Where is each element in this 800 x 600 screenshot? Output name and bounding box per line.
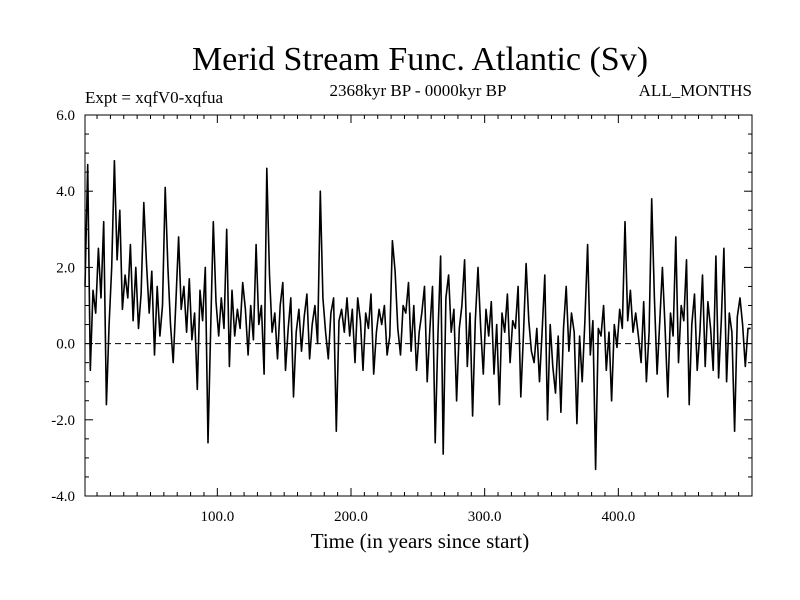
x-axis-label: Time (in years since start) bbox=[311, 529, 530, 553]
chart-subtitle-months: ALL_MONTHS bbox=[639, 81, 752, 100]
chart-title: Merid Stream Func. Atlantic (Sv) bbox=[192, 41, 648, 78]
x-tick-label: 400.0 bbox=[601, 509, 635, 525]
y-tick-label: 4.0 bbox=[56, 184, 75, 200]
x-tick-label: 300.0 bbox=[468, 509, 502, 525]
chart-subtitle-time-range: 2368kyr BP - 0000kyr BP bbox=[330, 81, 507, 100]
x-tick-label: 100.0 bbox=[200, 509, 234, 525]
chart-subtitle-experiment: Expt = xqfV0-xqfua bbox=[85, 88, 223, 107]
x-axis: 100.0 200.0 300.0 400.0 bbox=[96, 115, 753, 525]
plot-frame bbox=[84, 114, 753, 497]
y-tick-label: -2.0 bbox=[51, 413, 75, 429]
y-tick-label: 2.0 bbox=[56, 260, 75, 276]
series-line bbox=[84, 159, 751, 471]
y-tick-label: 6.0 bbox=[56, 108, 75, 124]
y-tick-label: 0.0 bbox=[56, 337, 75, 353]
x-tick-label: 200.0 bbox=[334, 509, 368, 525]
y-tick-label: -4.0 bbox=[51, 489, 75, 505]
y-axis: -4.0 -2.0 0.0 2.0 4.0 6.0 bbox=[51, 108, 752, 505]
